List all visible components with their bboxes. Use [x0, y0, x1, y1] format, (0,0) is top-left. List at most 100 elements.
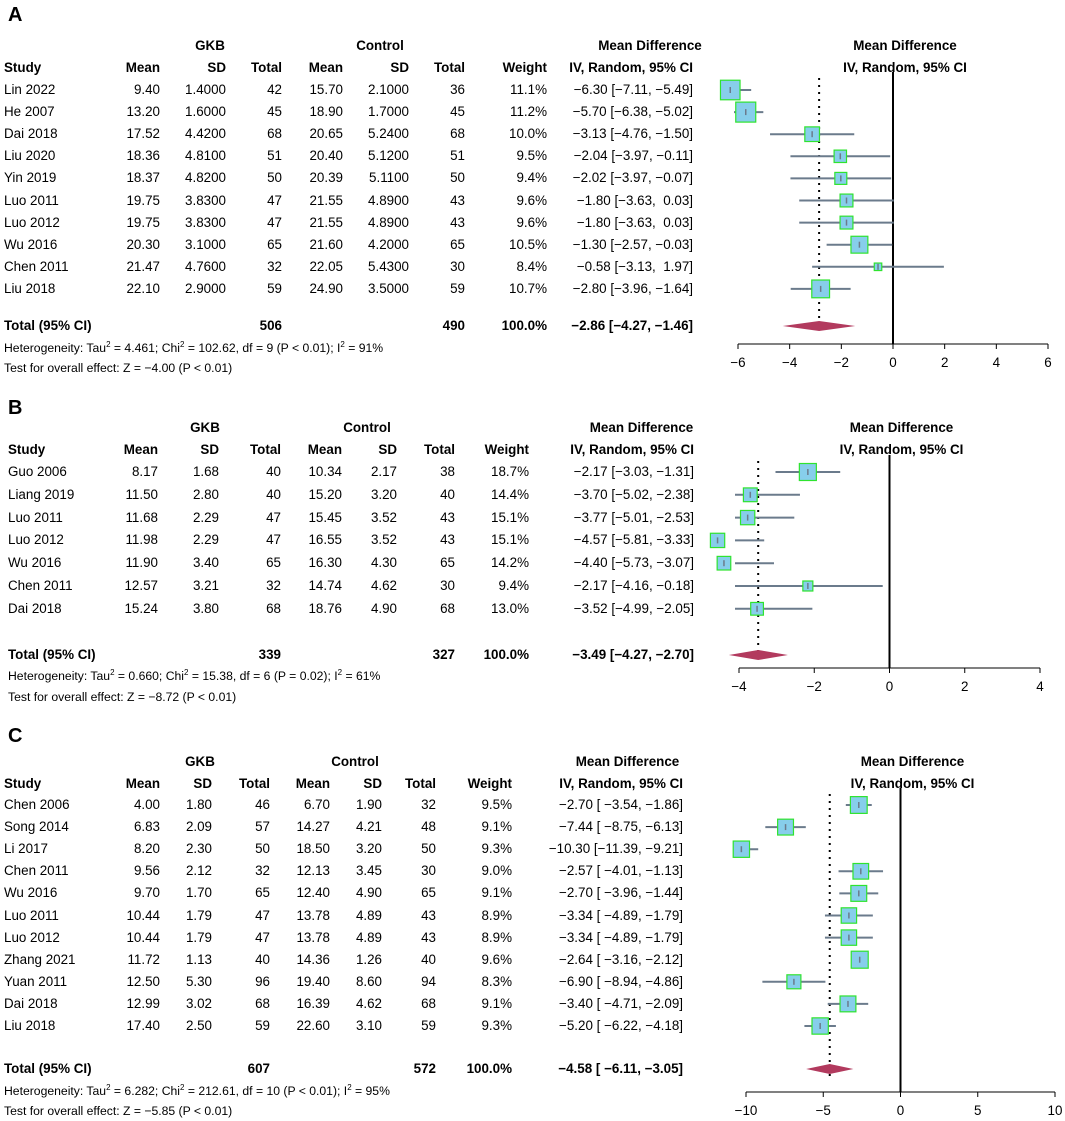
study-ci: −2.80 [−3.96, −1.64]: [572, 280, 693, 296]
study-ci: −0.58 [−3.13, 1.97]: [576, 258, 693, 274]
study-ci: −2.17 [−4.16, −0.18]: [573, 578, 694, 593]
gkb-total: 32: [266, 578, 281, 593]
gkb-total: 68: [255, 995, 270, 1011]
study-ci: −1.30 [−2.57, −0.03]: [572, 236, 693, 252]
control-sd: 2.17: [370, 464, 397, 479]
gkb-sd: 1.13: [185, 951, 212, 967]
study-name: Chen 2011: [8, 578, 73, 593]
gkb-total: 50: [267, 170, 282, 186]
control-total: 48: [421, 819, 436, 835]
control-sd: 5.1100: [369, 170, 409, 186]
gkb-total: 47: [266, 509, 281, 525]
study-header: Study: [8, 442, 46, 457]
pooled-diamond: [806, 1064, 854, 1074]
control-total: 32: [421, 797, 436, 812]
study-weight: 9.3%: [481, 841, 512, 857]
control-mean: 16.30: [308, 555, 342, 571]
gkb-sd: 4.4200: [185, 126, 226, 142]
x-tick-label: 0: [897, 1103, 904, 1118]
study-name: Lin 2022: [4, 82, 56, 97]
study-name: Li 2017: [4, 841, 48, 857]
study-name: Wu 2016: [8, 555, 62, 571]
study-name: Chen 2011: [4, 863, 69, 879]
gkb-mean: 15.24: [124, 600, 158, 616]
sd-header: SD: [363, 776, 382, 791]
study-ci: −2.70 [ −3.96, −1.44]: [559, 885, 683, 901]
study-ci: −2.70 [ −3.54, −1.86]: [559, 797, 683, 812]
control-mean: 14.27: [296, 819, 330, 835]
control-sd: 4.90: [355, 885, 382, 901]
group-header-gkb: GKB: [195, 38, 225, 53]
control-total: 30: [421, 863, 436, 879]
gkb-sd: 2.9000: [185, 280, 226, 296]
gkb-total: 65: [255, 885, 270, 901]
mean-header: Mean: [307, 442, 342, 457]
total-ci: −4.58 [ −6.11, −3.05]: [558, 1061, 683, 1076]
gkb-total: 40: [255, 951, 270, 967]
control-mean: 20.39: [309, 170, 343, 186]
control-sd: 3.20: [370, 486, 397, 502]
plot-md-header: Mean Difference: [849, 420, 954, 435]
control-sd: 2.1000: [368, 82, 409, 97]
gkb-total: 51: [267, 148, 282, 164]
x-tick-label: −2: [834, 355, 849, 370]
gkb-total: 59: [255, 1018, 270, 1033]
control-mean: 6.70: [303, 797, 330, 812]
gkb-total: 47: [266, 532, 281, 548]
gkb-mean: 10.44: [126, 907, 160, 923]
study-ci: −2.02 [−3.97, −0.07]: [572, 170, 693, 186]
control-mean: 24.90: [309, 280, 343, 296]
gkb-sd: 1.4000: [185, 82, 226, 97]
study-weight: 15.1%: [491, 509, 529, 525]
study-weight: 9.0%: [481, 863, 512, 879]
control-sd: 4.8900: [368, 214, 409, 230]
gkb-sd: 2.29: [192, 532, 219, 548]
x-tick-label: 4: [993, 355, 1001, 370]
heterogeneity-text: Heterogeneity: Tau2 = 6.282; Chi2 = 212.…: [4, 1082, 390, 1098]
plot-md-header: Mean Difference: [853, 38, 957, 53]
gkb-mean: 11.90: [125, 555, 158, 571]
md-subheader: IV, Random, 95% CI: [559, 776, 683, 791]
total-header: Total: [239, 776, 270, 791]
gkb-total: 65: [266, 555, 281, 571]
study-ci: −4.40 [−5.73, −3.07]: [573, 555, 694, 571]
gkb-mean: 13.20: [126, 104, 160, 120]
superscript: 2: [347, 1082, 352, 1092]
md-header: Mean Difference: [589, 420, 694, 435]
study-ci: −5.70 [−6.38, −5.02]: [572, 104, 693, 120]
study-weight: 18.7%: [491, 464, 529, 479]
sd-header: SD: [378, 442, 397, 457]
gkb-total: 68: [267, 126, 282, 142]
study-weight: 9.5%: [481, 797, 512, 812]
study-weight: 8.4%: [516, 258, 547, 274]
gkb-total: 96: [255, 973, 270, 989]
control-sd: 4.62: [370, 578, 397, 593]
gkb-mean: 11.50: [125, 486, 158, 502]
control-mean: 18.50: [296, 841, 330, 857]
gkb-sd: 1.79: [185, 929, 212, 945]
study-weight: 11.2%: [510, 104, 547, 120]
study-weight: 15.1%: [491, 532, 529, 548]
gkb-sd: 2.09: [185, 819, 212, 835]
study-ci: −5.20 [ −6.22, −4.18]: [559, 1018, 683, 1033]
gkb-total: 57: [255, 819, 270, 835]
group-header-control: Control: [343, 420, 391, 435]
study-weight: 9.4%: [498, 578, 529, 593]
gkb-total: 40: [266, 464, 281, 479]
gkb-sd: 3.1000: [185, 236, 226, 252]
total-ci: −2.86 [−4.27, −1.46]: [571, 318, 693, 333]
x-tick-label: 10: [1048, 1103, 1063, 1118]
control-total: 43: [440, 532, 455, 548]
study-name: Dai 2018: [4, 995, 58, 1011]
mean-header: Mean: [125, 776, 160, 791]
x-tick-label: −4: [782, 355, 798, 370]
control-total: 65: [450, 236, 465, 252]
gkb-total: 46: [255, 797, 270, 812]
control-mean: 18.90: [309, 104, 343, 120]
study-name: Luo 2012: [4, 929, 60, 945]
total-gkb: 607: [247, 1061, 270, 1076]
study-weight: 10.5%: [509, 236, 547, 252]
gkb-sd: 1.70: [185, 885, 212, 901]
weight-header: Weight: [484, 442, 529, 457]
control-sd: 3.5000: [368, 280, 409, 296]
